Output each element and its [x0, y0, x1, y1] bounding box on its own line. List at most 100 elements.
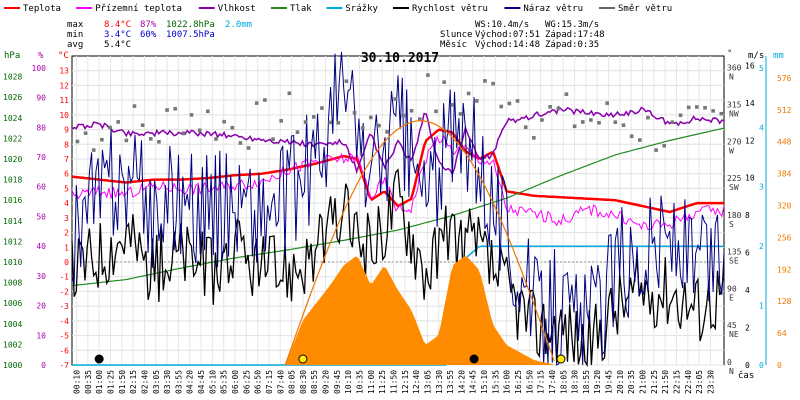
wind-direction-point	[230, 125, 235, 130]
legend-item: Směr větru	[599, 4, 672, 14]
wind-direction-point	[189, 113, 194, 117]
wind-direction-point	[393, 97, 398, 101]
tick-rain: 1	[759, 302, 764, 311]
tick-temp: 12	[59, 81, 69, 90]
moon-label: Měsíc	[440, 40, 467, 50]
tick-temp: 8	[64, 140, 69, 149]
tick-temp: -5	[59, 332, 69, 341]
series-solar-area	[285, 256, 556, 365]
wind-direction-point	[409, 108, 414, 113]
tick-temp: -2	[59, 287, 69, 296]
series-teplota-line	[71, 128, 724, 214]
wind-direction-point	[703, 106, 707, 110]
tick-temp: 9	[64, 126, 69, 135]
wind-direction-point	[695, 105, 699, 109]
wind-direction-point	[173, 106, 178, 111]
wind-direction-point	[548, 104, 552, 109]
axis-title-rain: mm	[773, 51, 784, 61]
tick-temp: 3	[64, 214, 69, 223]
wind-direction-point	[148, 137, 153, 141]
sun-rise: Východ:07:51	[475, 30, 540, 40]
tick-time: 04:45	[197, 370, 206, 394]
wind-ws: WS:10.4m/s	[475, 20, 529, 30]
tick-time: 17:15	[537, 370, 546, 394]
wind-direction-point	[580, 120, 585, 124]
tick-solar: 256	[777, 233, 792, 242]
wind-direction-point	[523, 125, 528, 129]
tick-time: 02:40	[140, 370, 149, 394]
wind-direction-point	[295, 130, 300, 134]
moon-rise-marker	[94, 354, 104, 364]
tick-solar: 128	[777, 297, 792, 306]
tick-time: 08:55	[310, 370, 319, 394]
tick-time: 10:10	[344, 370, 353, 394]
tick-wind: 4	[745, 286, 750, 295]
wind-direction-point	[401, 113, 406, 118]
axis-title-wind: m/s	[748, 51, 764, 61]
series-vlhkost-line	[71, 105, 725, 177]
legend-item: Tlak	[271, 4, 312, 14]
tick-hpa: 1014	[3, 217, 22, 226]
wind-direction-point	[532, 136, 536, 140]
wind-direction-point	[670, 120, 675, 125]
wind-direction-point	[540, 118, 544, 122]
tick-time: 00:10	[73, 370, 82, 394]
tick-temp: 1	[64, 243, 69, 252]
tick-time: 11:25	[378, 370, 387, 394]
tick-humidity: 10	[36, 331, 46, 340]
wind-direction-point	[605, 101, 609, 105]
wind-direction-point	[263, 98, 267, 102]
tick-solar: 320	[777, 202, 792, 211]
axis-title-temp: °C	[58, 51, 69, 61]
legend-label: Srážky	[345, 4, 378, 14]
wind-direction-point	[320, 106, 324, 110]
tick-solar: 64	[777, 329, 787, 338]
wind-direction-point	[124, 138, 129, 143]
legend-item: Srážky	[326, 4, 378, 14]
tick-time: 19:45	[605, 370, 614, 394]
wind-direction-point	[83, 131, 88, 135]
axis-title-time: čas	[738, 370, 754, 381]
tick-temp: -1	[59, 273, 69, 282]
tick-direction-deg: 225	[727, 174, 742, 183]
tick-time: 05:10	[208, 370, 217, 394]
tick-time: 20:35	[627, 370, 636, 394]
tick-temp: -7	[59, 361, 69, 370]
wind-direction-point	[344, 79, 349, 84]
wind-direction-point	[589, 118, 593, 122]
tick-time: 13:05	[423, 370, 432, 394]
tick-humidity: 60	[36, 183, 46, 192]
legend-item: Přízemní teplota	[76, 4, 182, 14]
tick-humidity: 80	[36, 123, 46, 132]
tick-temp: 2	[64, 229, 69, 238]
moon-set-marker	[469, 354, 479, 364]
tick-time: 08:05	[288, 370, 297, 394]
wind-direction-point	[499, 104, 504, 109]
legend-item: Náraz větru	[504, 4, 583, 14]
sun-set-marker	[556, 354, 566, 364]
wind-direction-point	[254, 101, 259, 105]
tick-time: 10:35	[356, 370, 365, 394]
tick-time: 04:20	[186, 370, 195, 394]
tick-rain: 4	[759, 123, 764, 132]
wind-direction-point	[385, 130, 389, 134]
wind-direction-point	[157, 139, 161, 144]
wind-direction-point	[613, 120, 618, 124]
stat-max-press: 1022.8hPa	[166, 20, 215, 30]
tick-hpa: 1002	[3, 340, 22, 349]
tick-time: 22:40	[684, 370, 693, 394]
tick-time: 22:15	[672, 370, 681, 394]
tick-direction-deg: 180	[727, 211, 742, 220]
wind-direction-point	[140, 123, 145, 127]
wind-direction-point	[711, 109, 715, 113]
stat-max-label: max	[67, 20, 84, 30]
tick-solar: 0	[777, 361, 782, 370]
tick-direction-deg: 45	[727, 321, 737, 330]
tick-wind: 8	[745, 211, 750, 220]
tick-time: 23:30	[706, 370, 715, 394]
sun-set: Západ:17:48	[545, 30, 605, 40]
tick-time: 18:30	[571, 370, 580, 394]
tick-hpa: 1022	[3, 134, 22, 143]
wind-direction-point	[556, 106, 561, 111]
